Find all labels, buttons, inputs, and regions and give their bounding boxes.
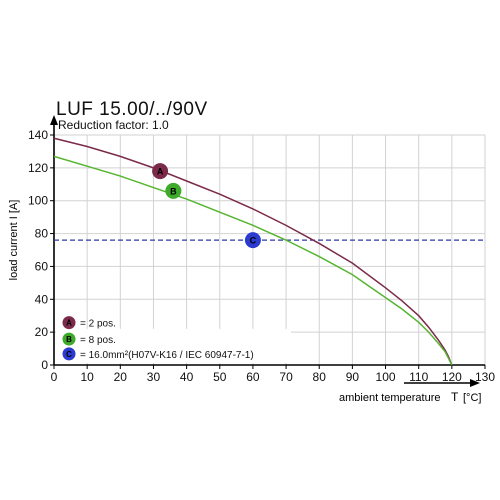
x-tick-label: 100 [376,370,396,384]
series-line-A [53,137,453,366]
x-tick-label: 0 [51,370,58,384]
x-tick-label: 30 [147,370,161,384]
chart-subtitle: Reduction factor: 1.0 [58,118,169,132]
legend-marker-C [62,347,76,361]
x-tick-label: 130 [475,370,495,384]
legend-marker-label-A: A [66,319,72,328]
x-tick-label: 40 [180,370,194,384]
x-tick-label: 120 [442,370,462,384]
x-tick-label: 70 [279,370,293,384]
y-axis-arrow [50,115,58,125]
y-tick-label: 120 [28,161,48,175]
marker-label-B: B [170,186,177,196]
y-tick-label: 80 [35,227,49,241]
legend-marker-label-C: C [66,350,72,359]
y-axis-label: load current I [A] [8,200,20,281]
legend-marker-label-B: B [66,335,72,344]
marker-label-A: A [157,167,164,177]
y-tick-label: 60 [35,259,49,273]
legend-entry-B: = 8 pos. [80,335,116,346]
x-label-arrow-head [470,379,480,387]
y-tick-label: 40 [35,292,49,306]
x-tick-label: 60 [246,370,260,384]
x-axis-symbol: T [451,390,459,404]
marker-A [152,163,169,180]
x-tick-label: 110 [409,370,428,384]
y-tick-label: 140 [28,128,48,142]
x-axis-label: ambient temperature [339,392,441,404]
marker-label-C: C [250,236,257,246]
legend-background [56,328,291,363]
x-tick-label: 10 [80,370,94,384]
legend-entry-C: = 16.0mm²(H07V-K16 / IEC 60947-7-1) [80,350,254,361]
x-tick-label: 80 [313,370,327,384]
x-tick-label: 90 [346,370,360,384]
legend-entry-A: = 2 pos. [80,319,116,330]
x-tick-label: 20 [114,370,128,384]
y-tick-label: 20 [35,325,49,339]
legend-marker-A [62,316,76,330]
legend-marker-B [62,332,76,346]
marker-B [165,182,182,199]
y-tick-label: 100 [28,194,48,208]
chart-title: LUF 15.00/../90V [56,99,208,120]
y-tick-label: 0 [41,358,48,372]
x-tick-label: 50 [213,370,227,384]
series-line-B [53,155,453,366]
x-axis-unit: [°C] [463,392,481,404]
marker-C [244,232,261,249]
